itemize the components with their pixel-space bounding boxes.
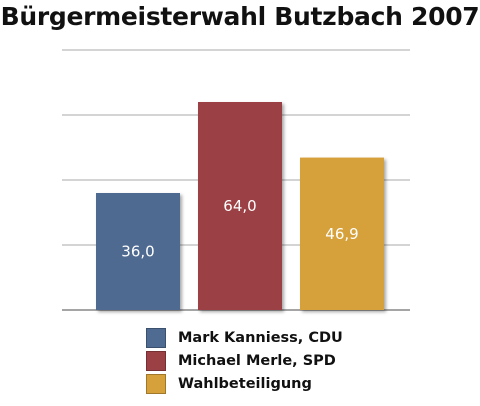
legend-item: Wahlbeteiligung <box>146 372 343 395</box>
bar-3 <box>300 157 384 310</box>
legend-item: Michael Merle, SPD <box>146 349 343 372</box>
legend-label: Mark Kanniess, CDU <box>178 329 343 346</box>
legend-item: Mark Kanniess, CDU <box>146 326 343 349</box>
bar-value-label: 46,9 <box>325 225 358 243</box>
bar-2 <box>198 102 282 310</box>
bar-value-label: 64,0 <box>223 197 256 215</box>
legend: Mark Kanniess, CDU Michael Merle, SPD Wahl… <box>146 326 343 395</box>
bar-value-label: 36,0 <box>121 243 154 261</box>
legend-swatch <box>146 350 166 371</box>
legend-swatch <box>146 373 166 394</box>
legend-swatch <box>146 327 166 348</box>
chart-title: Bürgermeisterwahl Butzbach 2007 <box>0 2 480 31</box>
legend-label: Wahlbeteiligung <box>178 375 312 392</box>
legend-label: Michael Merle, SPD <box>178 352 336 369</box>
bar-1 <box>96 193 180 310</box>
